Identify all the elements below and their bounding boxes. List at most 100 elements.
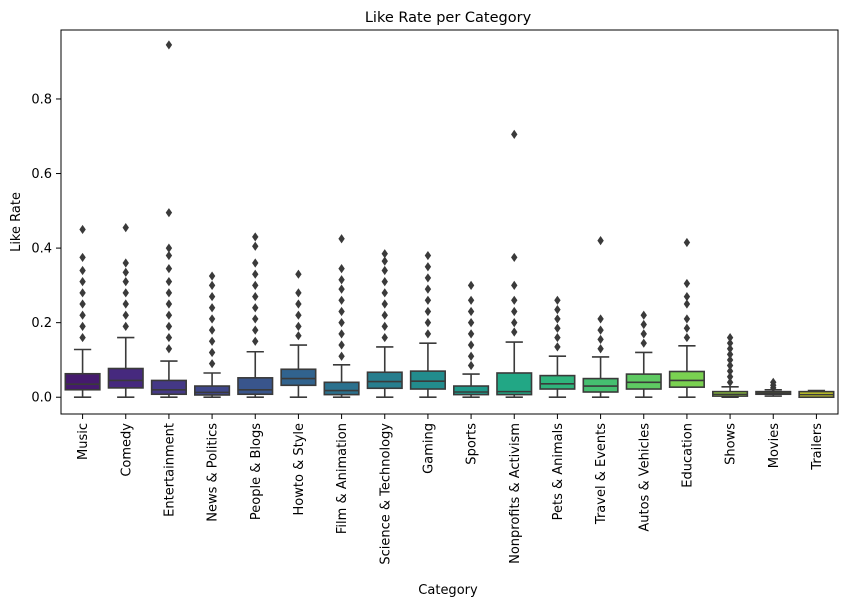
outlier-point [511,129,518,139]
box-education [668,237,705,399]
outlier-point [338,264,345,274]
outlier-point [511,306,518,317]
outlier-point [467,351,475,361]
box-nonprofits-activism [496,129,533,399]
iqr-box [453,385,490,396]
outlier-point [511,280,518,290]
outlier-point [467,318,475,328]
outlier-point [79,277,86,287]
outlier-point [165,264,173,274]
iqr-box [539,374,576,390]
outlier-point [467,329,475,339]
outlier-point [165,288,173,298]
outlier-point [122,310,129,320]
outlier-point [467,306,475,317]
outlier-point [467,360,475,371]
iqr-box [366,371,403,390]
plot-area [60,29,839,415]
outlier-point [79,288,86,298]
outlier-point [554,314,561,324]
outlier-point [467,280,475,290]
box-shows [712,332,749,399]
outlier-point [165,310,173,320]
outlier-point [338,351,345,361]
x-axis: Music Comedy Entertainment News & Politics P… [76,414,825,565]
iqr-box [496,372,533,396]
outlier-point [726,344,734,354]
iqr-box [107,367,144,389]
outlier-point [165,243,173,253]
outlier-point [597,325,604,335]
outlier-point [597,334,604,345]
iqr-box [64,372,101,391]
outlier-point [726,355,734,365]
outlier-point [208,314,216,324]
x-tick-label: Film & Animation [335,423,350,534]
outlier-point [208,271,216,281]
outlier-point [424,306,432,317]
x-tick-label: Autos & Vehicles [637,423,652,532]
x-tick-label: Education [680,423,695,488]
outlier-point [640,338,647,348]
box-autos-vehicles [625,310,662,399]
box-news-politics [194,271,231,399]
y-axis: 0.0 0.2 0.4 0.6 0.8 [31,92,61,406]
outlier-point [424,295,432,305]
outlier-point [208,280,216,290]
outlier-point [338,340,345,350]
outlier-point [208,336,216,346]
outlier-point [726,360,734,371]
outlier-point [726,338,734,348]
x-tick-label: Science & Technology [378,423,393,565]
x-tick-label: Nonprofits & Activism [508,423,523,564]
iqr-box [409,370,446,390]
outlier-point [79,224,86,235]
iqr-box [323,381,360,396]
outlier-point [381,265,388,276]
y-tick-label: 0.0 [31,391,52,406]
box-comedy [107,222,144,399]
outlier-point [554,323,561,333]
outlier-point [554,305,561,315]
outlier-point [252,325,259,335]
outlier-point [511,252,518,263]
box-gaming [409,250,446,399]
box-howto-style [280,269,317,399]
outlier-point [683,314,691,324]
box-sports [453,280,490,399]
outlier-point [424,329,432,339]
outlier-point [252,303,259,313]
outlier-point [122,222,129,233]
outlier-point [381,249,388,259]
outlier-point [683,278,691,289]
outlier-point [79,310,86,320]
outlier-point [79,265,86,276]
outlier-point [252,280,259,290]
outlier-point [640,329,647,339]
outlier-point [79,252,86,263]
outlier-point [726,366,734,376]
outlier-point [511,295,518,305]
outlier-point [165,332,173,343]
outlier-point [726,372,734,382]
y-tick-label: 0.2 [31,316,52,331]
y-tick-label: 0.6 [31,167,52,182]
box-people-blogs [237,232,274,399]
outlier-point [381,288,388,298]
outlier-point [770,377,777,387]
outlier-point [424,284,432,294]
outlier-point [295,310,302,320]
outlier-point [122,267,129,277]
outlier-point [252,314,259,324]
outlier-point [424,318,432,328]
outlier-point [424,262,432,272]
outlier-point [640,310,647,320]
x-tick-label: People & Blogs [249,423,264,520]
y-tick-label: 0.8 [31,92,52,107]
iqr-box [280,368,317,387]
outlier-point [165,277,173,287]
outlier-point [252,232,259,242]
outlier-point [597,236,604,246]
outlier-point [208,291,216,302]
